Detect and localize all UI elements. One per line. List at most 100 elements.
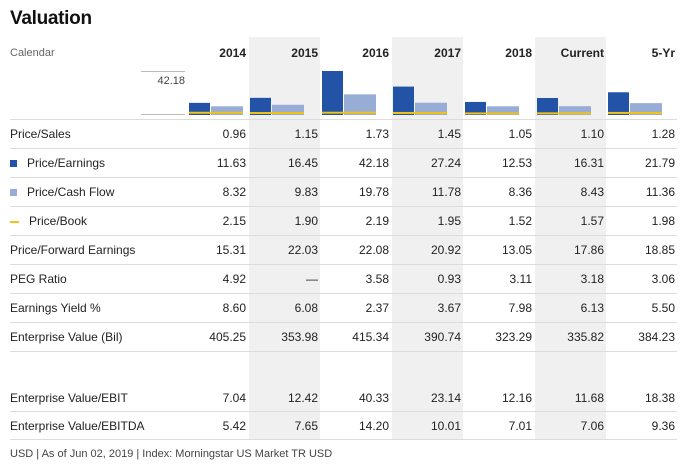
row-label-text: Earnings Yield % bbox=[10, 301, 101, 315]
cell-ev-ebit-2018: 12.16 bbox=[501, 391, 532, 405]
cell-ev-ebitda-2016: 14.20 bbox=[358, 419, 389, 433]
column-header-current: Current bbox=[560, 46, 604, 60]
row-label-ev-ebit: Enterprise Value/EBIT bbox=[10, 391, 128, 405]
row-label-price-sales: Price/Sales bbox=[10, 127, 71, 141]
cell-price-earnings-5yr: 21.79 bbox=[644, 156, 675, 170]
row-label-text: Price/Book bbox=[29, 214, 88, 228]
column-header-2018: 2018 bbox=[505, 46, 532, 60]
cell-ev-ebit-2015: 12.42 bbox=[287, 391, 318, 405]
cell-price-sales-2014: 0.96 bbox=[222, 127, 246, 141]
row-label-price-earnings: Price/Earnings bbox=[10, 156, 105, 170]
row-label-text: Price/Sales bbox=[10, 127, 71, 141]
cell-price-forward-earnings-2016: 22.08 bbox=[358, 243, 389, 257]
bar-price-cash-flow-2017 bbox=[415, 102, 447, 115]
cell-price-book-2018: 1.52 bbox=[508, 214, 532, 228]
row-label-text: PEG Ratio bbox=[10, 272, 67, 286]
cell-price-book-2015: 1.90 bbox=[294, 214, 318, 228]
cell-peg-ratio-2016: 3.58 bbox=[365, 272, 389, 286]
bar-price-earnings-2018 bbox=[465, 101, 486, 115]
cell-price-earnings-2015: 16.45 bbox=[287, 156, 318, 170]
column-header-2015: 2015 bbox=[291, 46, 318, 60]
bar-price-cash-flow-2014 bbox=[211, 106, 243, 115]
column-header-2014: 2014 bbox=[219, 46, 246, 60]
cell-price-earnings-2018: 12.53 bbox=[501, 156, 532, 170]
cell-price-book-5yr: 1.98 bbox=[651, 214, 675, 228]
page-title: Valuation bbox=[10, 8, 92, 29]
row-label-price-cash-flow: Price/Cash Flow bbox=[10, 185, 114, 199]
cell-price-sales-2017: 1.45 bbox=[437, 127, 461, 141]
cell-price-cash-flow-5yr: 11.36 bbox=[645, 185, 675, 199]
bar-price-cash-flow-current bbox=[559, 106, 591, 115]
cell-peg-ratio-current: 3.18 bbox=[580, 272, 604, 286]
cell-earnings-yield-2014: 8.60 bbox=[222, 301, 246, 315]
cell-earnings-yield-2017: 3.67 bbox=[437, 301, 461, 315]
row-separator bbox=[10, 411, 677, 412]
legend-swatch-price-book bbox=[10, 220, 19, 223]
bar-price-cash-flow-2018 bbox=[487, 106, 519, 115]
line-price-book-5-yr bbox=[608, 111, 662, 114]
row-separator bbox=[10, 235, 677, 236]
row-separator bbox=[10, 439, 677, 440]
cell-price-forward-earnings-2015: 22.03 bbox=[287, 243, 318, 257]
cell-ev-ebitda-current: 7.06 bbox=[580, 419, 604, 433]
column-header-5yr: 5-Yr bbox=[651, 46, 675, 60]
row-separator bbox=[10, 293, 677, 294]
cell-earnings-yield-current: 6.13 bbox=[580, 301, 604, 315]
row-label-text: Enterprise Value (Bil) bbox=[10, 330, 123, 344]
cell-earnings-yield-2015: 6.08 bbox=[294, 301, 318, 315]
bar-price-earnings-2017 bbox=[393, 86, 414, 115]
column-header-2016: 2016 bbox=[362, 46, 389, 60]
cell-peg-ratio-2018: 3.11 bbox=[509, 272, 532, 286]
cell-enterprise-value-current: 335.82 bbox=[567, 330, 604, 344]
cell-ev-ebitda-2015: 7.65 bbox=[294, 419, 318, 433]
footer-note: USD | As of Jun 02, 2019 | Index: Mornin… bbox=[10, 448, 333, 460]
cell-price-forward-earnings-5yr: 18.85 bbox=[644, 243, 675, 257]
row-label-text: Price/Earnings bbox=[27, 156, 106, 170]
cell-price-cash-flow-2016: 19.78 bbox=[358, 185, 389, 199]
row-label-text: Price/Forward Earnings bbox=[10, 243, 136, 257]
cell-peg-ratio-2017: 0.93 bbox=[437, 272, 461, 286]
cell-ev-ebitda-2018: 7.01 bbox=[508, 419, 532, 433]
bar-price-cash-flow-2016 bbox=[344, 94, 376, 115]
cell-price-book-current: 1.57 bbox=[580, 214, 604, 228]
cell-earnings-yield-5yr: 5.50 bbox=[651, 301, 675, 315]
row-separator bbox=[10, 119, 677, 120]
line-price-book-2016 bbox=[322, 111, 376, 114]
cell-ev-ebit-current: 11.68 bbox=[574, 391, 604, 405]
cell-ev-ebitda-2017: 10.01 bbox=[430, 419, 461, 433]
cell-price-cash-flow-current: 8.43 bbox=[580, 185, 604, 199]
cell-enterprise-value-2015: 353.98 bbox=[281, 330, 318, 344]
cell-price-sales-5yr: 1.28 bbox=[651, 127, 675, 141]
cell-price-earnings-2017: 27.24 bbox=[430, 156, 461, 170]
bar-price-earnings-current bbox=[537, 97, 558, 115]
bar-price-cash-flow-2015 bbox=[272, 104, 304, 115]
cell-price-sales-2016: 1.73 bbox=[365, 127, 389, 141]
row-separator bbox=[10, 206, 677, 207]
cell-price-book-2014: 2.15 bbox=[222, 214, 246, 228]
cell-enterprise-value-2018: 323.29 bbox=[495, 330, 532, 344]
cell-ev-ebit-2016: 40.33 bbox=[358, 391, 389, 405]
row-separator bbox=[10, 322, 677, 323]
cell-ev-ebit-2017: 23.14 bbox=[430, 391, 461, 405]
row-label-ev-ebitda: Enterprise Value/EBITDA bbox=[10, 419, 145, 433]
cell-price-earnings-2016: 42.18 bbox=[358, 156, 389, 170]
cell-ev-ebitda-5yr: 9.36 bbox=[651, 419, 675, 433]
row-label-peg-ratio: PEG Ratio bbox=[10, 272, 67, 286]
line-price-book-2014 bbox=[189, 111, 243, 114]
row-separator bbox=[10, 264, 677, 265]
cell-price-forward-earnings-2014: 15.31 bbox=[215, 243, 246, 257]
row-label-enterprise-value: Enterprise Value (Bil) bbox=[10, 330, 123, 344]
cell-enterprise-value-2016: 415.34 bbox=[352, 330, 389, 344]
cell-price-cash-flow-2015: 9.83 bbox=[294, 185, 318, 199]
cell-earnings-yield-2018: 7.98 bbox=[508, 301, 532, 315]
cell-price-sales-2015: 1.15 bbox=[294, 127, 318, 141]
cell-price-cash-flow-2017: 11.78 bbox=[431, 185, 461, 199]
line-price-book-2018 bbox=[465, 112, 519, 115]
cell-peg-ratio-2014: 4.92 bbox=[222, 272, 246, 286]
row-label-text: Enterprise Value/EBIT bbox=[10, 391, 128, 405]
cell-enterprise-value-5yr: 384.23 bbox=[638, 330, 675, 344]
line-price-book-2017 bbox=[393, 111, 447, 114]
line-price-book-current bbox=[537, 112, 591, 115]
row-separator bbox=[10, 177, 677, 178]
cell-price-book-2016: 2.19 bbox=[365, 214, 389, 228]
